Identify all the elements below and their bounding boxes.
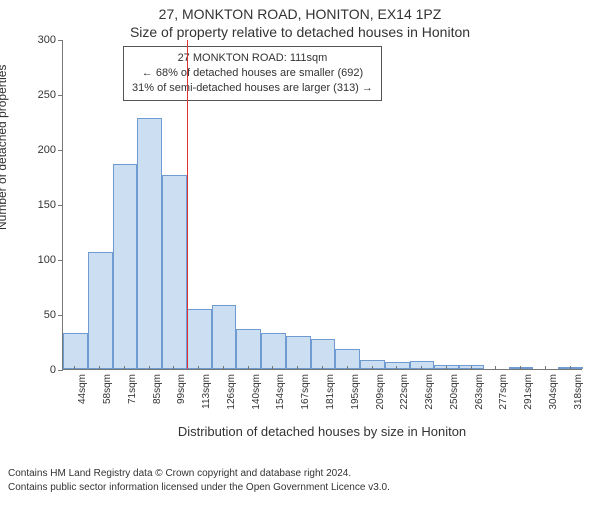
x-tick-mark xyxy=(99,366,100,370)
y-tick-mark xyxy=(58,260,63,261)
x-ticks: 44sqm 58sqm 71sqm 85sqm 99sqm 113sqm 126sqm 140… xyxy=(62,370,582,430)
x-tick-label: 304sqm xyxy=(548,374,559,410)
histogram-bar xyxy=(212,305,237,369)
y-tick-mark xyxy=(58,205,63,206)
annotation-line-3: 31% of semi-detached houses are larger (… xyxy=(132,81,373,96)
x-tick-mark xyxy=(74,366,75,370)
x-tick-label: 236sqm xyxy=(424,374,435,410)
x-tick-label: 44sqm xyxy=(77,374,88,404)
plot-area: 27 MONKTON ROAD: 111sqm ← 68% of detache… xyxy=(62,40,582,370)
x-tick-mark xyxy=(272,366,273,370)
x-tick-mark xyxy=(347,366,348,370)
x-tick-label: 277sqm xyxy=(498,374,509,410)
x-tick-mark xyxy=(520,366,521,370)
x-tick-label: 291sqm xyxy=(523,374,534,410)
x-tick-mark xyxy=(495,366,496,370)
x-tick-mark xyxy=(223,366,224,370)
annotation-box: 27 MONKTON ROAD: 111sqm ← 68% of detache… xyxy=(123,46,382,101)
x-tick-label: 167sqm xyxy=(300,374,311,410)
x-tick-mark xyxy=(446,366,447,370)
histogram-bar xyxy=(187,309,212,370)
y-tick-mark xyxy=(58,315,63,316)
histogram-bar xyxy=(434,365,459,369)
x-axis-label: Distribution of detached houses by size … xyxy=(62,424,582,439)
y-tick-label: 100 xyxy=(38,254,56,266)
y-tick-mark xyxy=(58,40,63,41)
histogram-bar xyxy=(137,118,162,369)
annotation-line-2: ← 68% of detached houses are smaller (69… xyxy=(132,66,373,81)
histogram-bar xyxy=(286,336,311,369)
y-tick-label: 150 xyxy=(38,199,56,211)
histogram-bar xyxy=(335,349,360,369)
credits-line-2: Contains public sector information licen… xyxy=(8,481,390,495)
x-tick-mark xyxy=(471,366,472,370)
credits-line-1: Contains HM Land Registry data © Crown c… xyxy=(8,467,390,481)
y-tick-label: 200 xyxy=(38,144,56,156)
histogram-bar xyxy=(459,365,484,369)
x-tick-mark xyxy=(248,366,249,370)
marker-line xyxy=(187,40,188,369)
page-subtitle: Size of property relative to detached ho… xyxy=(0,24,600,40)
x-tick-label: 140sqm xyxy=(251,374,262,410)
x-tick-mark xyxy=(149,366,150,370)
y-axis-label: Number of detached properties xyxy=(0,65,9,230)
y-tick-mark xyxy=(58,95,63,96)
x-tick-mark xyxy=(124,366,125,370)
x-tick-label: 113sqm xyxy=(201,374,212,409)
histogram-bar xyxy=(63,333,88,369)
histogram-bar xyxy=(88,252,113,369)
x-tick-mark xyxy=(173,366,174,370)
histogram-bar xyxy=(113,164,138,369)
x-tick-label: 99sqm xyxy=(176,374,187,404)
x-tick-label: 71sqm xyxy=(127,374,138,404)
y-ticks: 050100150200250300 xyxy=(24,40,60,370)
y-tick-label: 50 xyxy=(44,309,56,321)
y-tick-label: 0 xyxy=(50,364,56,376)
x-tick-label: 195sqm xyxy=(350,374,361,410)
histogram-bar xyxy=(162,175,187,369)
chart-container: Number of detached properties 0 50 100 150 2… xyxy=(0,40,600,420)
credits: Contains HM Land Registry data © Crown c… xyxy=(8,467,390,494)
x-tick-label: 222sqm xyxy=(399,374,410,410)
histogram-bar xyxy=(261,333,286,369)
x-tick-mark xyxy=(322,366,323,370)
x-tick-label: 126sqm xyxy=(226,374,237,410)
histogram-bar xyxy=(236,329,261,369)
x-tick-label: 154sqm xyxy=(275,374,286,410)
x-tick-label: 85sqm xyxy=(152,374,163,404)
x-tick-mark xyxy=(421,366,422,370)
y-tick-label: 300 xyxy=(38,34,56,46)
x-tick-label: 263sqm xyxy=(474,374,485,410)
x-tick-label: 318sqm xyxy=(573,374,584,410)
x-tick-label: 181sqm xyxy=(325,374,336,410)
x-tick-label: 250sqm xyxy=(449,374,460,410)
x-tick-mark xyxy=(198,366,199,370)
histogram-bar xyxy=(311,339,336,369)
x-tick-mark xyxy=(570,366,571,370)
histogram-bar xyxy=(360,360,385,369)
histogram-bar xyxy=(558,367,583,369)
x-tick-mark xyxy=(297,366,298,370)
x-tick-label: 209sqm xyxy=(375,374,386,410)
x-tick-mark xyxy=(396,366,397,370)
annotation-line-1: 27 MONKTON ROAD: 111sqm xyxy=(132,51,373,66)
x-tick-label: 58sqm xyxy=(102,374,113,404)
x-tick-mark xyxy=(372,366,373,370)
page-title-address: 27, MONKTON ROAD, HONITON, EX14 1PZ xyxy=(0,6,600,22)
y-tick-label: 250 xyxy=(38,89,56,101)
y-tick-mark xyxy=(58,150,63,151)
x-tick-mark xyxy=(545,366,546,370)
